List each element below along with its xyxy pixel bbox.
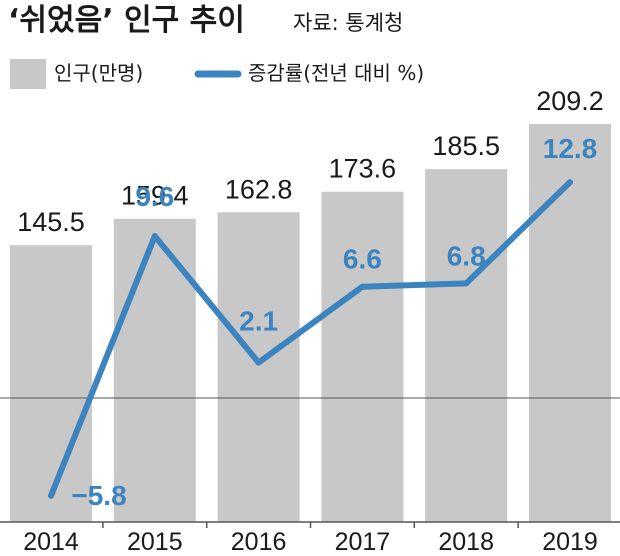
- x-tick-label-2014: 2014: [23, 528, 79, 556]
- bar-value-label-2014: 145.5: [17, 207, 85, 237]
- chart-source: 자료: 통계청: [293, 11, 403, 35]
- bar-2018: [425, 169, 508, 522]
- rate-value-label-2018: 6.8: [447, 240, 486, 271]
- x-tick-label-2019: 2019: [542, 528, 598, 556]
- x-tick-label-2017: 2017: [335, 528, 391, 556]
- chart-title: ‘쉬었음’ 인구 추이: [8, 3, 245, 38]
- x-tick-label-2016: 2016: [231, 528, 287, 556]
- x-axis: 2014 2015 2016 2017 2018 2019: [0, 521, 620, 556]
- legend-label-rate: 증감률(전년 대비 %): [248, 61, 424, 85]
- rate-point-2019: [567, 179, 573, 186]
- labels-layer: 145.5 159.4 162.8 173.6 185.5 209.2 −5.8 9.6 2.1…: [17, 86, 604, 511]
- bar-2019: [529, 124, 611, 522]
- rate-value-label-2016: 2.1: [239, 306, 278, 337]
- bar-2015: [113, 218, 196, 523]
- rate-value-label-2014: −5.8: [71, 480, 126, 511]
- bar-value-label-2017: 173.6: [329, 154, 397, 184]
- rate-point-2015: [151, 233, 158, 240]
- rate-line: [48, 179, 573, 499]
- rate-value-label-2017: 6.6: [343, 244, 382, 275]
- rate-point-2016: [255, 359, 262, 366]
- rate-value-label-2019: 12.8: [543, 133, 598, 164]
- rate-value-label-2015: 9.6: [135, 181, 174, 212]
- legend-label-population: 인구(만명): [54, 61, 143, 85]
- legend-swatch-population: [10, 59, 46, 89]
- bar-value-label-2018: 185.5: [432, 131, 500, 161]
- x-tick-label-2018: 2018: [438, 528, 494, 556]
- legend: 인구(만명) 증감률(전년 대비 %): [10, 59, 424, 89]
- rate-point-2018: [463, 280, 470, 287]
- bar-value-label-2015: 159.4: [121, 181, 189, 211]
- bar-2017: [321, 191, 404, 522]
- rate-point-2017: [359, 283, 366, 290]
- x-tick-label-2015: 2015: [127, 528, 183, 556]
- bar-2016: [217, 212, 300, 522]
- bar-value-label-2016: 162.8: [225, 174, 293, 204]
- bars-layer: [10, 124, 611, 523]
- bar-2014: [10, 245, 92, 522]
- rate-point-2014: [48, 492, 54, 499]
- rate-line-layer: [48, 179, 573, 499]
- bar-value-label-2019: 209.2: [536, 86, 604, 116]
